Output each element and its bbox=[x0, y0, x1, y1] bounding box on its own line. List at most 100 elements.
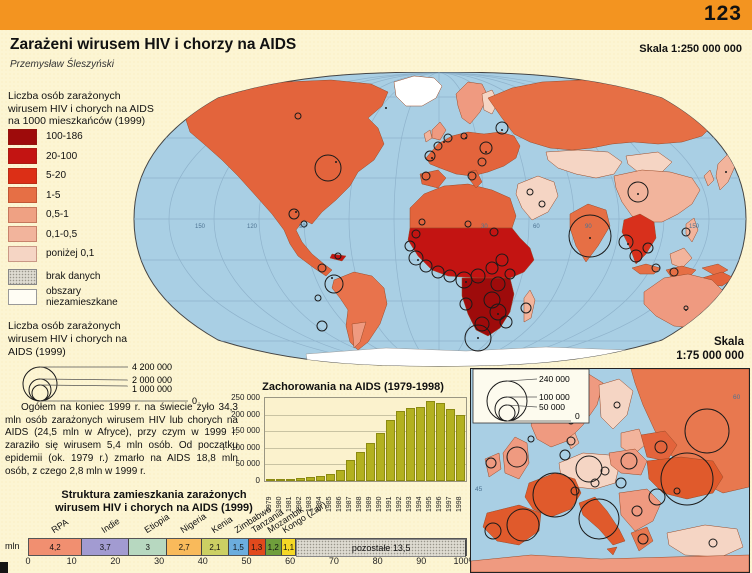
circle-legend-title: Liczba osób zarażonych wirusem HIV i cho… bbox=[8, 320, 127, 359]
china bbox=[613, 169, 701, 223]
graticule-number-labels: 150 120 90 30 60 90 150 bbox=[195, 224, 700, 230]
year-label-cell: 1990 bbox=[375, 482, 385, 512]
year-label-cell: 1994 bbox=[415, 482, 425, 512]
year-label-cell: 1997 bbox=[445, 482, 455, 512]
stacked-axis-tick: 20 bbox=[110, 556, 121, 566]
south-america bbox=[331, 271, 388, 351]
stacked-segment: 1,2 bbox=[265, 539, 282, 555]
stacked-axis-tick: 10 bbox=[66, 556, 77, 566]
stacked-axis-tick: 40 bbox=[197, 556, 208, 566]
bar-chart-ytick: 50 000 bbox=[235, 459, 260, 469]
stacked-rest-segment: pozostałe 13,5 bbox=[296, 539, 467, 557]
bar bbox=[416, 406, 426, 481]
stacked-country-label: RPA bbox=[49, 516, 70, 535]
graticule-label: 90 bbox=[299, 224, 306, 230]
year-label: 1996 bbox=[436, 496, 444, 512]
uninhabited-line: obszary bbox=[46, 285, 82, 297]
gridline bbox=[265, 447, 466, 449]
bar-column bbox=[265, 398, 275, 481]
legend-class-swatch bbox=[8, 148, 37, 165]
bar bbox=[446, 408, 456, 481]
bar bbox=[426, 400, 436, 481]
bar bbox=[406, 407, 416, 481]
stacked-segment: 3,7 bbox=[82, 539, 130, 555]
bar-column bbox=[396, 398, 406, 481]
bar bbox=[396, 410, 406, 481]
bar-chart-ytick: 200 000 bbox=[231, 409, 260, 419]
bar-column bbox=[325, 398, 335, 481]
indochina bbox=[621, 213, 657, 265]
bar bbox=[315, 476, 325, 481]
no-data-row: brak danych bbox=[8, 267, 198, 287]
legend-class-swatch bbox=[8, 187, 37, 204]
korea bbox=[703, 169, 715, 187]
circle-legend-line: wirusem HIV i chorych na bbox=[8, 333, 128, 345]
legend-class-row: 5-20 bbox=[8, 166, 178, 186]
bar-column bbox=[386, 398, 396, 481]
circle-legend: 4 200 000 2 000 000 1 000 000 0 bbox=[22, 362, 197, 406]
year-label-cell: 1995 bbox=[425, 482, 435, 512]
bar bbox=[285, 478, 295, 481]
gridline bbox=[265, 414, 466, 416]
bar-column bbox=[305, 398, 315, 481]
stacked-axis-tick: 70 bbox=[328, 556, 339, 566]
main-map-scale: Skala 1:250 000 000 bbox=[639, 43, 742, 55]
year-label-cell: 1992 bbox=[395, 482, 405, 512]
year-label-cell: 1988 bbox=[354, 482, 364, 512]
year-label: 1990 bbox=[376, 496, 384, 512]
bar-column bbox=[315, 398, 325, 481]
year-label-cell: 1996 bbox=[435, 482, 445, 512]
bar-column bbox=[275, 398, 285, 481]
bar bbox=[345, 460, 355, 481]
bar bbox=[386, 420, 396, 481]
year-label: 1989 bbox=[365, 496, 373, 512]
legend-class-row: 1-5 bbox=[8, 186, 178, 206]
legend-class-label: 20-100 bbox=[46, 150, 78, 162]
stacked-axis-tick: 30 bbox=[154, 556, 165, 566]
stacked-segment: 1,3 bbox=[248, 539, 266, 555]
year-label: 1988 bbox=[355, 496, 363, 512]
inset-legend-zero: 0 bbox=[575, 411, 580, 421]
legend-class-label: 100-186 bbox=[46, 131, 83, 143]
year-label: 1993 bbox=[406, 496, 414, 512]
inset-scale-line: 1:75 000 000 bbox=[676, 349, 744, 362]
bar-column bbox=[376, 398, 386, 481]
inset-scale-line: Skala bbox=[713, 336, 744, 348]
legend-class-row: 100-186 bbox=[8, 127, 178, 147]
bar bbox=[295, 478, 305, 481]
bar-column bbox=[456, 398, 466, 481]
legend-class-label: 1-5 bbox=[46, 189, 61, 201]
bar bbox=[325, 473, 335, 481]
year-label: 1995 bbox=[426, 496, 434, 512]
uninhabited-row: obszary niezamieszkane bbox=[8, 285, 198, 308]
europe-mainland bbox=[425, 131, 521, 177]
page-title: Zarażeni wirusem HIV i chorzy na AIDS bbox=[10, 36, 297, 53]
world-map: 150 120 90 30 60 90 150 bbox=[133, 72, 747, 367]
uninhabited-line: niezamieszkane bbox=[46, 296, 118, 308]
stacked-axis-tick: 80 bbox=[372, 556, 383, 566]
circle-legend-value: 4 200 000 bbox=[132, 362, 172, 372]
inset-circles bbox=[484, 401, 730, 548]
year-label-cell: 1993 bbox=[405, 482, 415, 512]
antarctica bbox=[305, 346, 687, 366]
india bbox=[569, 203, 611, 263]
year-label: 1994 bbox=[416, 496, 424, 512]
bar bbox=[436, 402, 446, 481]
stacked-segment: 1,5 bbox=[228, 539, 249, 555]
gridline bbox=[265, 464, 466, 466]
bar-column bbox=[416, 398, 426, 481]
bar bbox=[265, 478, 275, 481]
bar-chart-title: Zachorowania na AIDS (1979-1998) bbox=[262, 381, 444, 393]
gridline bbox=[265, 431, 466, 433]
bar bbox=[355, 452, 365, 481]
bar-chart-ytick: 250 000 bbox=[231, 393, 260, 402]
legend-class-swatch bbox=[8, 206, 37, 223]
year-label-cell: 1998 bbox=[455, 482, 465, 512]
stacked-title-line: wirusem HIV i chorych na AIDS (1999) bbox=[55, 501, 253, 514]
stacked-country-label: Kenia bbox=[209, 514, 234, 535]
bar-chart-ytick: 150 000 bbox=[231, 426, 260, 436]
inset-graticule-label: 45 bbox=[475, 486, 483, 493]
inset-graticule-label: 60 bbox=[733, 394, 741, 401]
year-label: 1986 bbox=[335, 496, 343, 512]
legend-title-line: wirusem HIV i chorych na AIDS bbox=[8, 102, 154, 115]
